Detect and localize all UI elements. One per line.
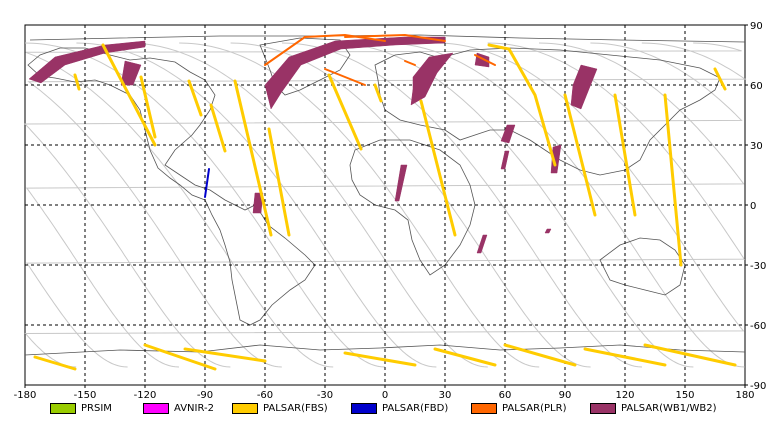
swath-fbs xyxy=(183,347,267,363)
palsar-wb-swaths xyxy=(28,36,598,254)
swath-wb xyxy=(544,228,552,234)
swath-fbs xyxy=(583,347,667,367)
swath-wb xyxy=(550,144,562,174)
y-tick-label: -90 xyxy=(750,381,766,392)
swath-fbs xyxy=(613,93,637,217)
x-tick-label: 150 xyxy=(675,390,694,400)
palsar-fbd-swaths xyxy=(204,168,210,198)
swath-fbs xyxy=(139,75,157,139)
legend-swatch-palsar-fbs xyxy=(232,403,258,414)
orbit-track xyxy=(24,42,386,368)
legend-item-prsim: PRSIM xyxy=(50,403,112,414)
swath-fbs xyxy=(433,347,497,367)
x-tick-label: 0 xyxy=(382,390,388,400)
orbit-track xyxy=(25,42,746,368)
swath-wb xyxy=(28,40,146,84)
legend-label-palsar-wb: PALSAR(WB1/WB2) xyxy=(621,403,717,414)
swath-plr xyxy=(344,33,446,42)
swath-wb xyxy=(500,150,510,170)
swath-fbs xyxy=(713,67,727,91)
legend-label-palsar-fbd: PALSAR(FBD) xyxy=(382,403,449,414)
swath-fbs xyxy=(663,93,683,267)
x-tick-label: 120 xyxy=(615,390,634,400)
swath-fbs xyxy=(643,343,737,367)
legend-swatch-avnir2 xyxy=(143,403,169,414)
orbit-track xyxy=(23,42,743,368)
swath-fbs xyxy=(327,73,363,151)
x-tick-label: 60 xyxy=(499,390,512,400)
x-tick-label: 90 xyxy=(559,390,572,400)
legend-item-avnir2: AVNIR-2 xyxy=(143,403,214,414)
swath-fbs xyxy=(503,343,577,367)
orbit-track xyxy=(384,42,745,368)
swath-fbd xyxy=(204,168,210,198)
legend-item-palsar-fbd: PALSAR(FBD) xyxy=(351,403,448,414)
x-tick-label: -90 xyxy=(197,390,213,400)
swath-wb xyxy=(410,52,454,106)
swath-wb xyxy=(570,64,598,110)
swath-fbs xyxy=(143,343,217,371)
x-tick-label: 30 xyxy=(439,390,452,400)
palsar-fbs-swaths xyxy=(33,43,737,371)
x-tick-label: -150 xyxy=(74,390,97,400)
legend-label-avnir2: AVNIR-2 xyxy=(174,403,214,414)
y-tick-label: -30 xyxy=(750,261,766,272)
legend-label-palsar-plr: PALSAR(PLR) xyxy=(502,403,567,414)
legend-label-prsim: PRSIM xyxy=(81,403,112,414)
x-tick-label: -120 xyxy=(134,390,157,400)
swath-wb xyxy=(500,124,516,144)
swath-fbs xyxy=(73,73,81,91)
latitude-tick-labels: 90 60 30 0 -30 -60 -90 xyxy=(745,21,766,392)
palsar-plr-swaths xyxy=(264,33,496,86)
legend-swatch-palsar-wb xyxy=(590,403,616,414)
legend-swatch-palsar-plr xyxy=(471,403,497,414)
swath-plr xyxy=(324,68,366,86)
y-tick-label: 0 xyxy=(750,201,756,212)
coverage-map: -180 -150 -120 -90 -60 -30 0 30 60 90 120 150 180 90… xyxy=(14,21,767,400)
swath-fbs xyxy=(209,103,227,153)
legend: PRSIM AVNIR-2 PALSAR(FBS) PALSAR(FBD) PA… xyxy=(0,400,770,422)
legend-item-palsar-fbs: PALSAR(FBS) xyxy=(232,403,328,414)
swath-fbs xyxy=(233,79,273,237)
swath-fbs xyxy=(487,43,557,167)
swath-fbs xyxy=(373,83,383,103)
x-tick-label: -60 xyxy=(257,390,273,400)
legend-item-palsar-wb: PALSAR(WB1/WB2) xyxy=(590,403,717,414)
swath-wb xyxy=(394,164,408,202)
legend-swatch-palsar-fbd xyxy=(351,403,377,414)
legend-label-palsar-fbs: PALSAR(FBS) xyxy=(263,403,328,414)
swath-fbs xyxy=(343,351,417,367)
swath-fbs xyxy=(101,43,157,147)
y-tick-label: 90 xyxy=(750,21,763,32)
swath-wb xyxy=(120,60,142,86)
y-tick-label: -60 xyxy=(750,321,766,332)
swath-plr xyxy=(404,60,416,66)
orbit-track xyxy=(230,42,591,368)
y-tick-label: 30 xyxy=(750,141,763,152)
swath-fbs xyxy=(419,99,457,237)
swath-plr xyxy=(474,54,496,66)
longitude-tick-labels: -180 -150 -120 -90 -60 -30 0 30 60 90 120 150 180 xyxy=(14,385,755,400)
x-tick-label: -30 xyxy=(317,390,333,400)
swath-fbs xyxy=(563,93,597,217)
swath-fbs xyxy=(267,127,291,237)
legend-item-palsar-plr: PALSAR(PLR) xyxy=(471,403,566,414)
swath-fbs xyxy=(33,355,77,371)
swath-plr xyxy=(264,33,386,66)
swath-fbs xyxy=(187,79,203,117)
x-tick-label: 180 xyxy=(735,390,754,400)
swath-wb xyxy=(264,36,446,110)
x-tick-label: -180 xyxy=(14,390,37,400)
legend-swatch-prsim xyxy=(50,403,76,414)
swath-wb xyxy=(476,234,488,254)
y-tick-label: 60 xyxy=(750,81,763,92)
